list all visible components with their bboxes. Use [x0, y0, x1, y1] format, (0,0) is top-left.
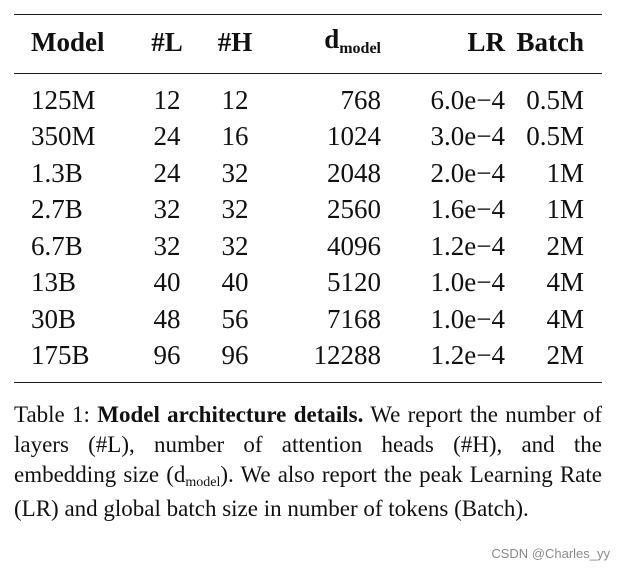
cell-batch: 4M	[546, 303, 584, 334]
cell-layers: 24	[153, 121, 181, 151]
cell-layers: 32	[153, 194, 181, 224]
caption-text-2: ). We also report the peak Learning Rate…	[14, 462, 602, 521]
cell-batch: 2M	[546, 230, 584, 261]
cell-batch: 1M	[546, 157, 584, 188]
header-batch: Batch	[516, 26, 585, 57]
cell-lr: 1.0e−4	[430, 303, 505, 334]
table-header: Model #L #H dmodel LR Batch	[14, 15, 602, 74]
table-row: 30B 48 56 7168 1.0e−4 4M	[14, 301, 602, 338]
caption-title: Model architecture details.	[97, 402, 364, 427]
cell-model: 350M	[31, 121, 96, 151]
cell-heads: 32	[221, 194, 249, 224]
top-rule	[14, 14, 602, 15]
cell-d-model: 2048	[327, 157, 381, 188]
cell-layers: 12	[153, 84, 181, 115]
caption-text-1: We report the number of layers (#L), num…	[14, 402, 603, 487]
cell-layers: 24	[153, 157, 181, 188]
cell-heads: 12	[221, 84, 249, 115]
cell-lr: 3.0e−4	[430, 121, 505, 151]
cell-layers: 48	[153, 303, 181, 334]
cell-d-model: 768	[340, 84, 382, 115]
header-layers: #L	[151, 26, 183, 57]
cell-d-model: 4096	[327, 230, 381, 261]
caption-label: Table 1:	[14, 402, 90, 427]
caption-subscript: model	[185, 475, 221, 490]
architecture-table: Model #L #H dmodel LR Batch 125M 12 12 7…	[14, 14, 602, 383]
cell-layers: 96	[153, 340, 181, 370]
header-model: Model	[31, 26, 105, 57]
cell-model: 13B	[31, 267, 77, 297]
cell-model: 1.3B	[31, 157, 83, 188]
cell-batch: 4M	[546, 267, 584, 297]
cell-heads: 32	[221, 157, 249, 188]
header-rule-row	[14, 72, 602, 74]
header-d-model: dmodel	[269, 15, 381, 73]
watermark: CSDN @Charles_yy	[491, 546, 610, 561]
cell-heads: 96	[221, 340, 249, 370]
cell-d-model: 12288	[313, 340, 382, 370]
table-row: 350M 24 16 1024 3.0e−4 0.5M	[14, 118, 602, 155]
header-lr: LR	[467, 26, 505, 57]
cell-layers: 32	[153, 230, 181, 261]
table-row: 13B 40 40 5120 1.0e−4 4M	[14, 264, 602, 301]
cell-lr: 1.2e−4	[430, 340, 505, 370]
header-row: Model #L #H dmodel LR Batch	[14, 15, 602, 73]
table-caption: Table 1: Model architecture details. We …	[14, 400, 602, 524]
mid-rule	[14, 72, 602, 74]
cell-model: 2.7B	[31, 194, 83, 224]
header-d-sub: model	[339, 40, 381, 57]
cell-model: 175B	[31, 340, 90, 370]
header-heads: #H	[217, 26, 253, 57]
cell-lr: 1.2e−4	[430, 230, 505, 261]
cell-heads: 56	[221, 303, 249, 334]
cell-batch: 2M	[546, 340, 584, 370]
table-body: 125M 12 12 768 6.0e−4 0.5M 350M 24 16 10…	[14, 74, 602, 382]
table-row: 175B 96 96 12288 1.2e−4 2M	[14, 337, 602, 382]
table-row: 2.7B 32 32 2560 1.6e−4 1M	[14, 191, 602, 228]
table-row: 6.7B 32 32 4096 1.2e−4 2M	[14, 228, 602, 265]
cell-d-model: 7168	[327, 303, 381, 334]
cell-model: 30B	[31, 303, 77, 334]
cell-lr: 1.0e−4	[430, 267, 505, 297]
cell-lr: 2.0e−4	[430, 157, 505, 188]
cell-heads: 40	[221, 267, 249, 297]
table-row: 125M 12 12 768 6.0e−4 0.5M	[14, 74, 602, 119]
cell-d-model: 1024	[327, 121, 381, 151]
cell-model: 6.7B	[31, 230, 83, 261]
cell-d-model: 5120	[327, 267, 381, 297]
cell-heads: 16	[221, 121, 249, 151]
bottom-rule	[14, 381, 602, 383]
cell-d-model: 2560	[327, 194, 381, 224]
header-d-main: d	[324, 24, 340, 54]
table: Model #L #H dmodel LR Batch 125M 12 12 7…	[14, 15, 602, 382]
cell-heads: 32	[221, 230, 249, 261]
cell-layers: 40	[153, 267, 181, 297]
cell-batch: 0.5M	[526, 121, 584, 151]
cell-model: 125M	[31, 84, 96, 115]
cell-lr: 1.6e−4	[430, 194, 505, 224]
cell-lr: 6.0e−4	[430, 84, 505, 115]
cell-batch: 1M	[546, 194, 584, 224]
table-row: 1.3B 24 32 2048 2.0e−4 1M	[14, 155, 602, 192]
cell-batch: 0.5M	[526, 84, 584, 115]
